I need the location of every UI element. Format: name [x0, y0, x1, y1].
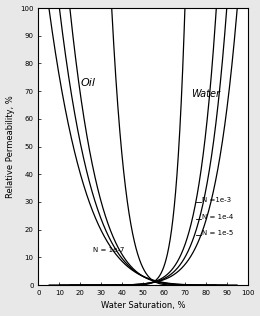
X-axis label: Water Saturation, %: Water Saturation, % [101, 301, 185, 310]
Text: N = 1e-4: N = 1e-4 [202, 214, 233, 220]
Text: N = 1e-5: N = 1e-5 [202, 230, 233, 236]
Text: N = 1e-7: N = 1e-7 [93, 247, 124, 253]
Text: N =1e-3: N =1e-3 [202, 197, 231, 203]
Text: Oil: Oil [80, 78, 95, 88]
Y-axis label: Relative Permeability, %: Relative Permeability, % [5, 95, 15, 198]
Text: Water: Water [191, 89, 220, 99]
